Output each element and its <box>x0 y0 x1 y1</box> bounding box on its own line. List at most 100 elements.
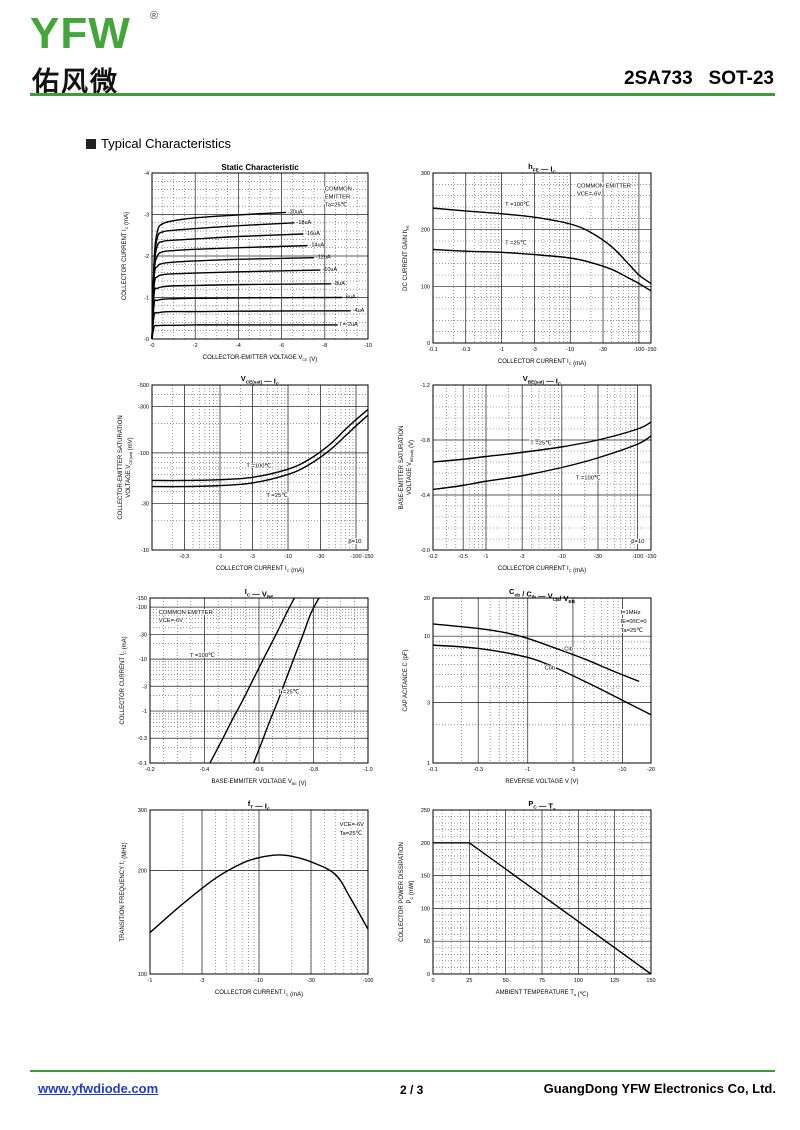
chart-title: Static Characteristic <box>221 163 299 172</box>
plot-frame <box>432 384 652 551</box>
series-label: -8uA <box>333 281 345 287</box>
plot-frame <box>149 809 369 975</box>
chart-note: COMMON <box>325 187 352 193</box>
x-tick-label: -0.3 <box>461 347 470 353</box>
y-axis-label-line2: VOLTAGE VBE(sat) (V) <box>407 440 415 495</box>
series-label: -16uA <box>305 231 320 237</box>
chart-note: β=10 <box>348 539 361 545</box>
series-line-ta-100- <box>151 408 369 482</box>
y-tick-label: 0 <box>427 341 430 347</box>
series-label: -6uA <box>344 295 356 301</box>
series-label: T =100℃ <box>505 202 530 208</box>
bullet-square-icon <box>86 139 96 149</box>
series-label: -12uA <box>316 255 331 261</box>
registered-mark: ® <box>150 10 159 22</box>
section-title: Typical Characteristics <box>101 136 232 151</box>
x-tick-label: -30 <box>594 554 602 560</box>
x-tick-label: -6 <box>279 343 284 349</box>
y-tick-label: 300 <box>138 808 147 814</box>
x-tick-label: -0.4 <box>200 767 209 773</box>
x-tick-label: -8 <box>322 343 327 349</box>
y-axis-label-line2: PC (mW) <box>407 880 415 903</box>
x-tick-label: -1 <box>218 554 223 560</box>
series-label: -10uA <box>322 267 337 273</box>
plot-frame <box>151 384 369 551</box>
x-tick-label: -30 <box>599 347 607 353</box>
chart-note: Ta=25℃ <box>340 831 363 837</box>
x-tick-label: -3 <box>520 554 525 560</box>
y-tick-label: -1 <box>142 709 147 715</box>
x-tick-label: -100 <box>632 554 643 560</box>
y-tick-label: -1.2 <box>421 383 430 389</box>
x-tick-label: 100 <box>574 978 583 984</box>
section-heading: Typical Characteristics <box>86 136 231 151</box>
y-tick-label: -2 <box>144 254 149 260</box>
y-axis-label: COLLECTOR-EMITTER SATURATION <box>118 415 124 519</box>
footer-website-link[interactable]: www.yfwdiode.com <box>38 1081 159 1096</box>
chart-title: VCE(sat) — IC <box>241 374 280 387</box>
chart-title: IC — VBE <box>245 587 274 600</box>
y-tick-label: -1 <box>144 296 149 302</box>
y-axis-label: CAP ACITANCE C (pF) <box>403 649 409 711</box>
x-tick-label: -30 <box>316 554 324 560</box>
x-tick-label: -0.6 <box>254 767 263 773</box>
chart-note: f=1MHz <box>620 610 640 616</box>
series-label: T =100℃ <box>576 476 601 482</box>
chart-title: fT — IC <box>248 799 271 812</box>
chart-icvbe: -0.2 -0.4 -0.6 -0.8 -1.0 -0.1 -0.3 -1 -3 -10 -30 -1… <box>120 587 373 787</box>
chart-note: Ta=25℃ <box>325 203 348 209</box>
chart-note: Ta=25℃ <box>620 628 643 634</box>
chart-note: VCE=-6V <box>159 618 183 624</box>
series-line--4ua <box>151 310 351 340</box>
chart-pd: 0 25 50 75 100 125 150 0 50 100 150 200 250 PC — Ta AM… <box>399 799 656 998</box>
x-tick-label: -0.2 <box>145 767 154 773</box>
y-tick-label: -0.4 <box>421 493 430 499</box>
y-tick-label: 200 <box>138 869 147 875</box>
y-tick-label: -3 <box>144 213 149 219</box>
x-tick-label: -1 <box>484 554 489 560</box>
series-line-pc <box>433 842 652 975</box>
x-tick-label: -100 <box>351 554 362 560</box>
x-tick-label: -0.5 <box>458 554 467 560</box>
y-axis-label-line2: VOLTAGE VCE(sat) (mV) <box>126 437 134 497</box>
x-tick-label: -2 <box>193 343 198 349</box>
y-tick-label: -100 <box>136 605 147 611</box>
series-line-cib <box>432 623 640 683</box>
chart-title: PC — Ta <box>528 799 556 812</box>
plot-frame <box>432 172 652 344</box>
chart-note: VCE=-6V <box>340 822 364 828</box>
series-line--10ua <box>151 269 321 340</box>
y-tick-label: -0 <box>144 337 149 343</box>
y-tick-label: 250 <box>421 808 430 814</box>
y-tick-label: 100 <box>421 284 430 290</box>
x-tick-label: -10 <box>255 978 263 984</box>
x-tick-label: -150 <box>645 554 656 560</box>
chart-ft: -1 -3 -10 -30 -100 100 200 300 fT — IC COLLECTOR … <box>120 799 374 998</box>
y-tick-label: 150 <box>421 874 430 880</box>
company-name: GuangDong YFW Electronics Co, Ltd. <box>543 1081 776 1096</box>
y-axis-label: COLLECTOR CURRENT IC (mA) <box>122 212 130 300</box>
series-label: T =25℃ <box>505 240 527 246</box>
x-tick-label: -1 <box>525 767 530 773</box>
series-label: -4uA <box>353 308 365 314</box>
series-line-ft <box>149 854 369 934</box>
plot-frame <box>149 597 369 764</box>
x-tick-label: -4 <box>236 343 241 349</box>
header-divider <box>30 93 775 96</box>
series-line-ib-2ua <box>151 324 338 340</box>
chart-vbesat: -0.2 -0.5 -1 -3 -10 -30 -100 -150 -0.0 -0.4 -0.8 -1… <box>399 374 657 574</box>
chart-cap: -0.1 -0.3 -1 -3 -10 -20 1 3 10 20 Cob / Cib — VCB/… <box>403 587 655 785</box>
y-tick-label: -4 <box>144 171 149 177</box>
x-tick-label: -20 <box>647 767 655 773</box>
chart-static: -0 -2 -4 -6 -8 -10 -0 -1 -2 -3 -4 Static Characteri… <box>122 163 372 363</box>
y-tick-label: -0.3 <box>138 736 147 742</box>
y-tick-label: 200 <box>421 841 430 847</box>
series-line-ta-100- <box>432 435 652 491</box>
y-tick-label: 100 <box>138 972 147 978</box>
y-tick-label: -3 <box>142 684 147 690</box>
series-label: T =25℃ <box>278 689 300 695</box>
y-axis-label: COLLECTOR CURRENT IC (mA) <box>120 636 128 724</box>
chart-note: IE=0/IC=0 <box>620 619 646 625</box>
x-tick-label: -3 <box>532 347 537 353</box>
chart-note: COMMON EMITTER <box>577 184 631 190</box>
